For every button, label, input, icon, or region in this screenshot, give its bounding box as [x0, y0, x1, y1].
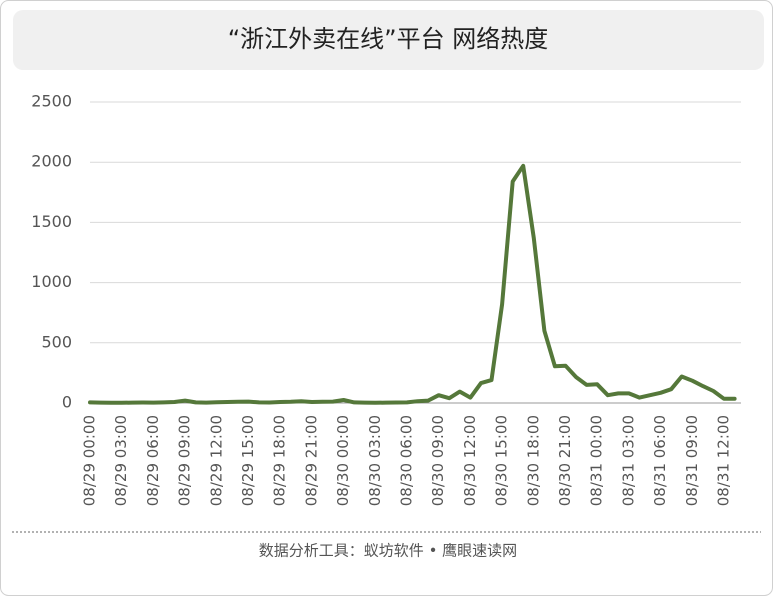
- title-box: [13, 10, 764, 70]
- x-tick-label: 08/29 00:00: [81, 415, 99, 506]
- y-tick-label: 1000: [31, 272, 72, 291]
- x-tick-label: 08/30 18:00: [524, 415, 542, 506]
- x-tick-label: 08/31 00:00: [588, 415, 606, 506]
- x-tick-label: 08/29 03:00: [112, 415, 130, 506]
- x-tick-label: 08/29 12:00: [207, 415, 225, 506]
- x-tick-label: 08/31 03:00: [619, 415, 637, 506]
- x-tick-label: 08/29 18:00: [271, 415, 289, 506]
- x-tick-label: 08/30 00:00: [334, 415, 352, 506]
- y-tick-label: 0: [62, 393, 72, 412]
- x-tick-label: 08/31 06:00: [651, 415, 669, 506]
- x-tick-label: 08/30 06:00: [398, 415, 416, 506]
- x-tick-label: 08/30 09:00: [429, 415, 447, 506]
- x-tick-label: 08/31 12:00: [715, 415, 733, 506]
- y-tick-label: 500: [41, 332, 72, 351]
- x-tick-label: 08/29 06:00: [144, 415, 162, 506]
- x-tick-label: 08/31 09:00: [683, 415, 701, 506]
- x-tick-label: 08/30 03:00: [366, 415, 384, 506]
- footer: 数据分析工具：蚁坊软件 • 鹰眼速读网: [259, 542, 517, 560]
- x-tick-label: 08/29 15:00: [239, 415, 257, 506]
- x-tick-label: 08/30 12:00: [461, 415, 479, 506]
- x-tick-label: 08/29 09:00: [176, 415, 194, 506]
- y-tick-label: 2500: [31, 92, 72, 111]
- line: [88, 163, 737, 405]
- x-tick-label: 08/30 21:00: [556, 415, 574, 506]
- y-tick-label: 1500: [31, 212, 72, 231]
- x-tick-label: 08/29 21:00: [302, 415, 320, 506]
- chart-title: “浙江外卖在线”平台 网络热度: [228, 25, 549, 53]
- y-tick-label: 2000: [31, 152, 72, 171]
- x-tick-label: 08/30 15:00: [493, 415, 511, 506]
